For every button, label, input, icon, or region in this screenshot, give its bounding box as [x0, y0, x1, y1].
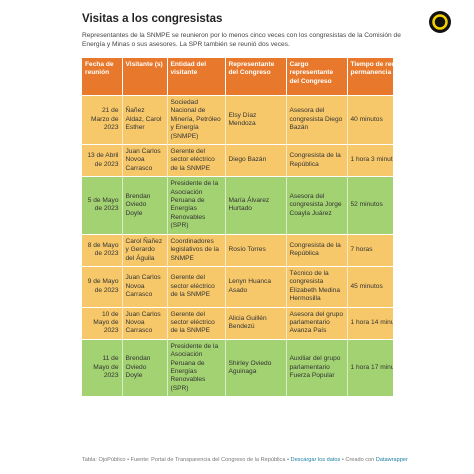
cell: Juan Carlos Novoa Carrasco: [122, 265, 168, 308]
cell: 9 de Mayo de 2023: [82, 265, 123, 308]
cell: Gerente del sector eléctrico de la SNMPE: [167, 265, 226, 308]
column-header: Cargo representante del Congreso: [286, 58, 348, 96]
cell: Brendan Oviedo Doyle: [122, 338, 168, 397]
cell: 52 minutos: [347, 176, 393, 235]
column-header: Visitante (s): [122, 58, 168, 96]
cell: Presidente de la Asociación Peruana de E…: [167, 338, 226, 397]
cell: 8 de Mayo de 2023: [82, 233, 123, 267]
cell: Coordinadores legislativos de la SNMPE: [167, 233, 226, 267]
cell: Asesora del congresista Diego Bazán: [286, 94, 348, 145]
cell: 21 de Marzo de 2023: [82, 94, 123, 145]
cell: Asesora del grupo parlamentario Avanza P…: [286, 306, 348, 340]
cell: 10 de Mayo de 2023: [82, 306, 123, 340]
cell: Rosío Torres: [225, 233, 287, 267]
cell: Asesora del congresista Jorge Coayla Juá…: [286, 176, 348, 235]
cell: Auxiliar del grupo parlamentario Fuerza …: [286, 338, 348, 397]
cell: 11 de Mayo de 2023: [82, 338, 123, 397]
cell: Juan Carlos Novoa Carrasco: [122, 306, 168, 340]
cell: Gerente del sector eléctrico de la SNMPE: [167, 306, 226, 340]
cell: Diego Bazán: [225, 144, 287, 177]
cell: 1 hora 3 minutos: [347, 144, 393, 177]
table-wrap: Fecha de reunión Visitante (s) Entidad del…: [82, 58, 393, 438]
column-header: Entidad del visitante: [167, 58, 226, 96]
cell: Juan Carlos Novoa Carrasco: [122, 144, 168, 177]
cell: 7 horas: [347, 233, 393, 267]
cell: Lenyn Huanca Asado: [225, 265, 287, 308]
cell: Alicia Guillén Bendezú: [225, 306, 287, 340]
footer: Tabla: OjoPúblico • Fuente: Portal de Tr…: [82, 457, 408, 463]
row: 9 de Mayo de 2023 Juan Carlos Novoa Carra…: [82, 265, 393, 308]
cell: Técnico de la congresista Elizabeth Medi…: [286, 265, 348, 308]
download-link[interactable]: Descargar los datos: [290, 457, 341, 463]
table: Fecha de reunión Visitante (s) Entidad del…: [82, 58, 393, 397]
column-header: Fecha de reunión: [82, 58, 123, 96]
cell: Ñañez Aldaz, Carol Esther: [122, 94, 168, 145]
cell: Sociedad Nacional de Minería, Petróleo y…: [167, 94, 226, 145]
cell: Congresista de la República: [286, 144, 348, 177]
cell: 40 minutos: [347, 94, 393, 145]
cell: 13 de Abril de 2023: [82, 144, 123, 177]
description: Representantes de la SNMPE se reunieron …: [82, 32, 401, 48]
source: Tabla: OjoPúblico • Fuente: Portal de Tr…: [82, 457, 291, 463]
cell: 1 hora 14 minutos: [347, 306, 393, 340]
row: 13 de Abril de 2023 Juan Carlos Novoa Car…: [82, 144, 393, 177]
cell: 5 de Mayo de 2023: [82, 176, 123, 235]
row: 10 de Mayo de 2023 Juan Carlos Novoa Carr…: [82, 306, 393, 340]
header-row: Fecha de reunión Visitante (s) Entidad del…: [82, 58, 393, 96]
row: 8 de Mayo de 2023 Carol Ñañez y Gerardo d…: [82, 233, 393, 267]
cell: Gerente del sector eléctrico de la SNMPE: [167, 144, 226, 177]
cell: María Álvarez Hurtado: [225, 176, 287, 235]
row: 5 de Mayo de 2023 Brendan Oviedo Doyle Pre…: [82, 176, 393, 235]
cell: Carol Ñañez y Gerardo del Águila: [122, 233, 168, 267]
created: • Creado con: [340, 457, 376, 463]
cell: 45 minutos: [347, 265, 393, 308]
cell: Congresista de la República: [286, 233, 348, 267]
column-header: Representante del Congreso: [225, 58, 287, 96]
cell: Presidente de la Asociación Peruana de E…: [167, 176, 226, 235]
row: 11 de Mayo de 2023 Brendan Oviedo Doyle Pr…: [82, 338, 393, 397]
cell: 1 hora 17 minutos: [347, 338, 393, 397]
cell: Shirley Oviedo Aguinaga: [225, 338, 287, 397]
title: Visitas a los congresistas: [82, 13, 223, 25]
cell: Brendan Oviedo Doyle: [122, 176, 168, 235]
cell: Elsy Díaz Mendoza: [225, 94, 287, 145]
row: 21 de Marzo de 2023 Ñañez Aldaz, Carol Es…: [82, 94, 393, 145]
tool-link[interactable]: Datawrapper: [375, 457, 408, 463]
column-header: Tiempo de reunión o permanencia: [347, 58, 393, 96]
logo: [429, 11, 451, 33]
